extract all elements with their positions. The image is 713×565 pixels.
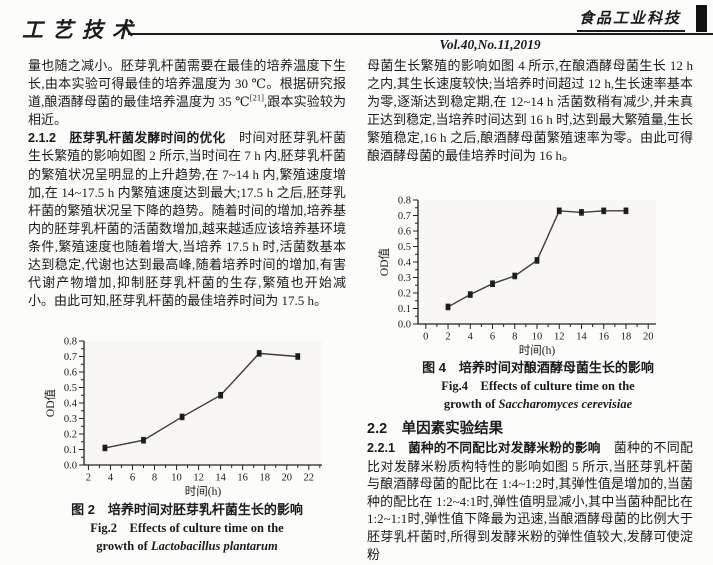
fig2-caption-en-line2: growth of Lactobacillus plantarum <box>28 537 346 555</box>
svg-text:12: 12 <box>554 332 565 343</box>
svg-text:0.2: 0.2 <box>398 288 411 299</box>
svg-text:时间(h): 时间(h) <box>185 485 222 498</box>
paragraph-culture-temperature: 量也随之减小。胚芽乳杆菌需要在最佳的培养温度下生长,由本实验可得最佳的培养温度为… <box>28 57 346 129</box>
svg-text:6: 6 <box>130 473 135 484</box>
svg-text:0.4: 0.4 <box>64 398 78 409</box>
svg-text:10: 10 <box>171 473 182 484</box>
svg-text:0.0: 0.0 <box>64 460 77 471</box>
svg-text:14: 14 <box>576 332 587 343</box>
svg-text:0.8: 0.8 <box>64 336 77 347</box>
fig4-caption-cn: 图 4 培养时间对酿酒酵母菌生长的影响 <box>422 360 654 375</box>
svg-text:时间(h): 时间(h) <box>519 344 556 357</box>
svg-text:0.7: 0.7 <box>64 352 77 363</box>
svg-text:OD值: OD值 <box>44 388 57 417</box>
svg-text:18: 18 <box>259 473 270 484</box>
svg-text:4: 4 <box>468 332 474 343</box>
svg-text:0.8: 0.8 <box>398 195 411 206</box>
right-column-bottom: 2.2.1 菌种的不同配比对发酵米粉的影响 菌种的不同配比对发酵米粉质构特性的影… <box>367 439 693 563</box>
svg-text:6: 6 <box>490 332 495 343</box>
svg-text:10: 10 <box>532 332 543 343</box>
fig4-caption-en-growth: growth of <box>443 397 499 411</box>
svg-text:0.3: 0.3 <box>398 273 411 284</box>
section-2-2-1-heading: 2.2.1 菌种的不同配比对发酵米粉的影响 <box>367 441 601 455</box>
fig2-caption-cn: 图 2 培养时间对胚芽乳杆菌生长的影响 <box>71 502 303 517</box>
svg-text:0.1: 0.1 <box>64 445 77 456</box>
svg-text:0.6: 0.6 <box>398 226 411 237</box>
journal-logo-bar <box>696 5 707 32</box>
svg-text:20: 20 <box>281 473 292 484</box>
paragraph-yeast-time: 母菌生长繁殖的影响如图 4 所示,在酿酒酵母菌生长 12 h 之内,其生长速度较… <box>367 58 693 164</box>
fig2-caption-en-growth: growth of <box>96 539 151 553</box>
svg-text:0.5: 0.5 <box>64 383 77 394</box>
fig2-species-name: Lactobacillus plantarum <box>150 539 278 553</box>
svg-text:2: 2 <box>445 332 450 343</box>
fig2-caption-en-line1: Fig.2 Effects of culture time on the <box>90 521 284 535</box>
fig4-species-name: Saccharomyces cerevisiae <box>498 397 633 411</box>
right-column-top: 母菌生长繁殖的影响如图 4 所示,在酿酒酵母菌生长 12 h 之内,其生长速度较… <box>367 57 693 166</box>
section-2-2-heading: 2.2 单因素实验结果 <box>367 421 504 437</box>
header-rule <box>128 33 713 35</box>
svg-text:22: 22 <box>304 473 315 484</box>
svg-text:OD值: OD值 <box>378 247 391 276</box>
svg-text:0.6: 0.6 <box>64 367 77 378</box>
fig4-figure: 0.0 0.1 0.2 0.3 0.4 0.5 0.6 0.7 0.8 0 2 4 6 8 10 12 14 16… <box>378 193 664 362</box>
svg-text:8: 8 <box>512 332 517 343</box>
fig4-caption-en-line2: growth of Saccharomyces cerevisiae <box>380 395 696 413</box>
svg-text:0.3: 0.3 <box>64 414 77 425</box>
left-column: 量也随之减小。胚芽乳杆菌需要在最佳的培养温度下生长,由本实验可得最佳的培养温度为… <box>28 57 346 310</box>
svg-text:0.5: 0.5 <box>398 242 411 253</box>
svg-text:0.2: 0.2 <box>64 429 77 440</box>
paragraph-section-2-1-2: 2.1.2 胚芽乳杆菌发酵时间的优化 时间对胚芽乳杆菌生长繁殖的影响如图 2 所… <box>28 129 346 310</box>
svg-text:20: 20 <box>643 332 654 343</box>
section-2-1-2-heading: 2.1.2 胚芽乳杆菌发酵时间的优化 <box>28 131 226 146</box>
paragraph-text: 量也随之减小。胚芽乳杆菌需要在最佳的培养温度下生长,由本实验可得最佳的培养温度为… <box>28 58 346 110</box>
svg-text:18: 18 <box>621 332 632 343</box>
fig2-caption: 图 2 培养时间对胚芽乳杆菌生长的影响 Fig.2 Effects of cul… <box>28 500 346 555</box>
citation-ref: [21] <box>249 92 264 103</box>
svg-text:0.0: 0.0 <box>398 319 411 330</box>
svg-text:8: 8 <box>152 473 157 484</box>
svg-text:0.4: 0.4 <box>398 257 412 268</box>
fig2-figure: 0.0 0.1 0.2 0.3 0.4 0.5 0.6 0.7 0.8 2 4 6 8 10 12 14 16 1… <box>44 334 330 503</box>
volume-issue: Vol.40,No.11,2019 <box>439 37 541 52</box>
paragraph-section-2-2-1: 2.2.1 菌种的不同配比对发酵米粉的影响 菌种的不同配比对发酵米粉质构特性的影… <box>367 439 693 563</box>
section-logo: 工艺技术 <box>22 18 142 42</box>
section-2-2-1-body: 菌种的不同配比对发酵米粉质构特性的影响如图 5 所示,当胚芽乳杆菌与酿酒酵母菌的… <box>367 440 693 562</box>
svg-text:0.7: 0.7 <box>398 211 411 222</box>
fig4-caption: 图 4 培养时间对酿酒酵母菌生长的影响 Fig.4 Effects of cul… <box>380 358 696 413</box>
svg-text:16: 16 <box>237 473 248 484</box>
svg-text:16: 16 <box>598 332 609 343</box>
svg-text:14: 14 <box>215 473 226 484</box>
svg-text:0.1: 0.1 <box>398 304 411 315</box>
fig2-chart: 0.0 0.1 0.2 0.3 0.4 0.5 0.6 0.7 0.8 2 4 6 8 10 12 14 16 1… <box>44 336 322 498</box>
svg-text:0: 0 <box>423 332 428 343</box>
svg-text:2: 2 <box>86 473 91 484</box>
paragraph-text: ,跟本实验较为相近。 <box>28 94 346 128</box>
svg-text:12: 12 <box>193 473 204 484</box>
fig4-chart: 0.0 0.1 0.2 0.3 0.4 0.5 0.6 0.7 0.8 0 2 4 6 8 10 12 14 16… <box>378 195 656 357</box>
svg-text:4: 4 <box>108 473 114 484</box>
journal-logo: 食品工业科技 <box>577 7 686 32</box>
fig4-caption-en-line1: Fig.4 Effects of culture time on the <box>441 379 635 393</box>
section-2-1-2-body: 时间对胚芽乳杆菌生长繁殖的影响如图 2 所示,当时间在 7 h 内,胚芽乳杆菌的… <box>28 130 346 309</box>
